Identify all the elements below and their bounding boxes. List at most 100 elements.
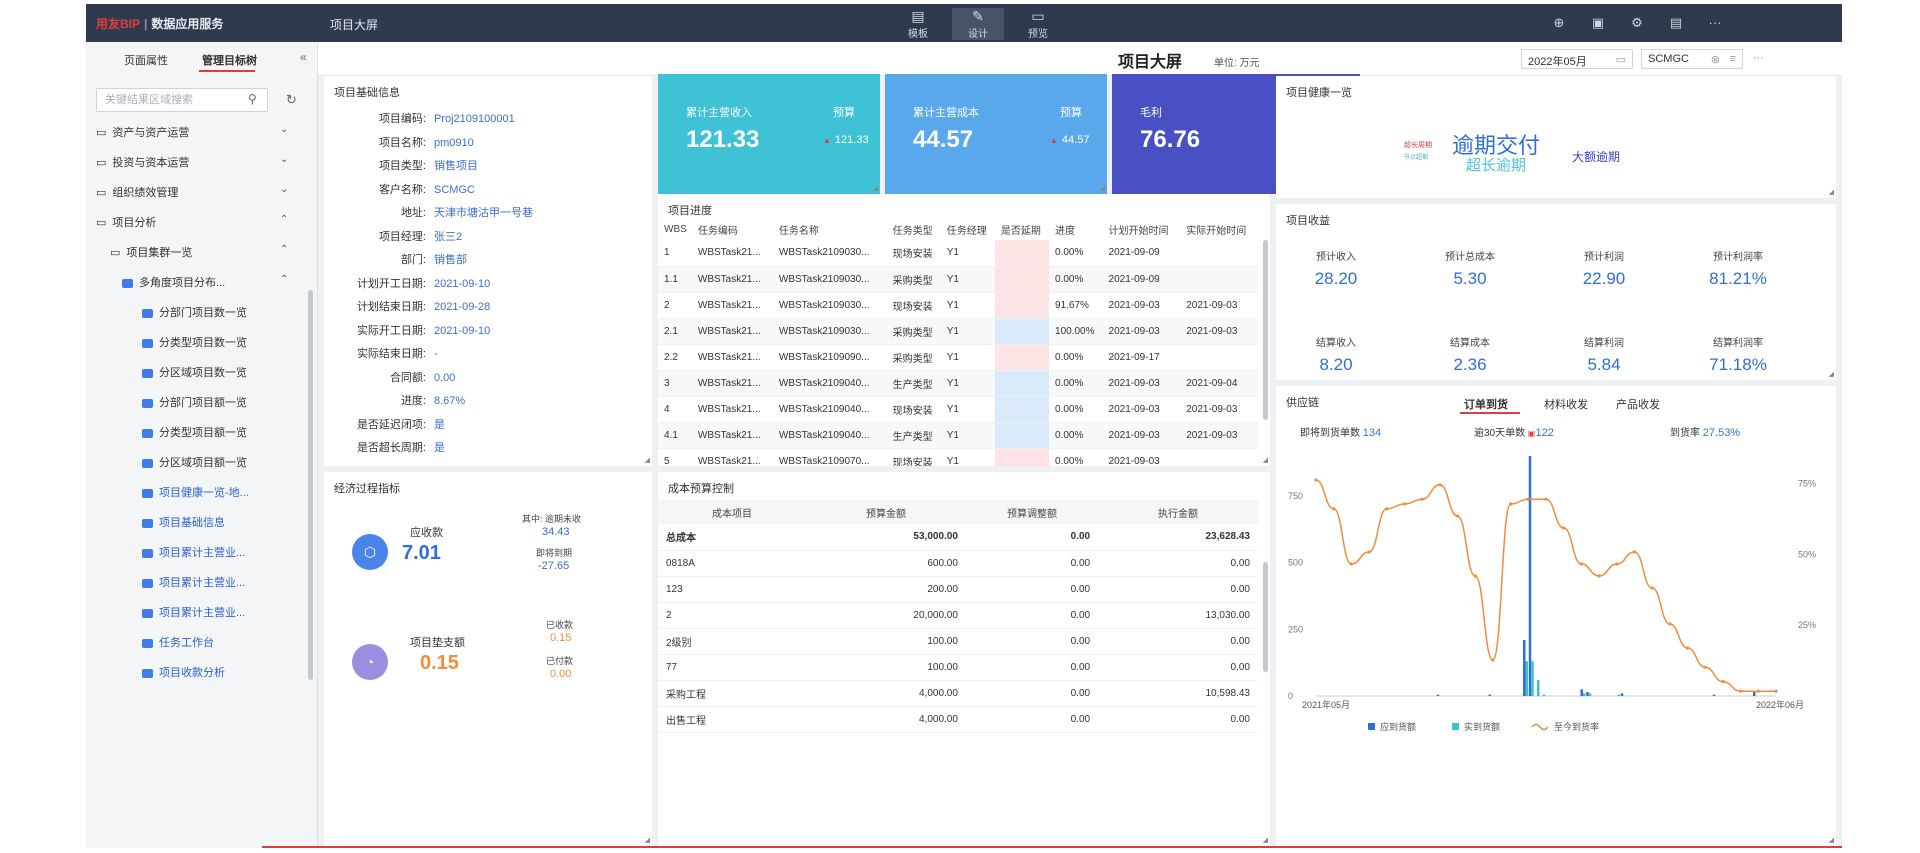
mode-preview-button[interactable]: ▭ 预览 bbox=[1012, 8, 1064, 40]
sidebar-scrollbar[interactable] bbox=[308, 290, 313, 680]
mode-template-button[interactable]: ▤ 模板 bbox=[892, 8, 944, 40]
kpi-card[interactable]: 累计主营成本 44.57 预算 ▲ 44.57 ◢ bbox=[885, 74, 1107, 194]
column-header[interactable]: 成本项目 bbox=[658, 500, 807, 524]
more-icon[interactable]: ··· bbox=[1708, 15, 1722, 30]
tree-item[interactable]: 分部门项目数一览 bbox=[142, 304, 247, 320]
tree-item[interactable]: 项目收款分析 bbox=[142, 664, 225, 680]
clear-icon[interactable]: ⊗ bbox=[1710, 54, 1720, 66]
table-row[interactable]: 123 200.00 0.00 0.00 bbox=[658, 576, 1258, 603]
tab-order-arrival[interactable]: 订单到货 bbox=[1464, 399, 1508, 411]
tree-item[interactable]: 任务工作台 bbox=[142, 634, 214, 650]
kpi-card[interactable]: 累计主营收入 121.33 预算 ▲ 121.33 ◢ bbox=[658, 74, 880, 194]
column-header[interactable]: 执行金额 bbox=[1098, 500, 1258, 524]
tree-item[interactable]: 项目累计主营业... bbox=[142, 574, 245, 590]
table-row[interactable]: 2.1 WBSTask21... WBSTask2109030... 采购类型 Y1 10… bbox=[658, 318, 1258, 345]
column-header[interactable]: 任务类型 bbox=[892, 225, 933, 237]
chevron-icon[interactable]: ⌃ bbox=[280, 214, 289, 225]
table-cell: Y1 bbox=[940, 318, 995, 345]
table-row[interactable]: 1.1 WBSTask21... WBSTask2109030... 采购类型 Y1 0.… bbox=[658, 266, 1258, 293]
tree-item[interactable]: 项目健康一览-地... bbox=[142, 484, 249, 500]
health-word[interactable]: 大额逾期 bbox=[1572, 150, 1621, 164]
income-metric: 结算成本 2.36 bbox=[1420, 334, 1520, 375]
table-row[interactable]: 5 WBSTask21... WBSTask2109070... 现场安装 Y1 0.00… bbox=[658, 448, 1258, 466]
table-row[interactable]: 1 WBSTask21... WBSTask2109030... 现场安装 Y1 0.00… bbox=[658, 240, 1258, 267]
tab-product[interactable]: 产品收发 bbox=[1616, 399, 1660, 411]
chevron-icon[interactable]: ⌄ bbox=[280, 124, 289, 135]
tree-item[interactable]: ▭ 资产与资产运营 bbox=[96, 124, 189, 140]
save-icon[interactable]: ▣ bbox=[1591, 15, 1605, 30]
table-scrollbar[interactable] bbox=[1263, 240, 1268, 420]
export-icon[interactable]: ▤ bbox=[1669, 15, 1683, 30]
column-header[interactable]: 实际开始时间 bbox=[1186, 225, 1247, 237]
health-word[interactable]: 节点超期 bbox=[1404, 155, 1429, 161]
table-row[interactable]: 2.2 WBSTask21... WBSTask2109090... 采购类型 Y1 0.… bbox=[658, 344, 1258, 371]
column-header[interactable]: 进度 bbox=[1055, 225, 1076, 237]
table-row[interactable]: 采购工程 4,000.00 0.00 10,598.43 bbox=[658, 680, 1258, 707]
chevron-icon[interactable]: ⌃ bbox=[280, 244, 289, 255]
tree-item[interactable]: ▭ 投资与资本运营 bbox=[96, 154, 189, 170]
org-select[interactable]: SCMGC ⊗ ≡ bbox=[1641, 49, 1743, 69]
column-header[interactable]: 预算金额 bbox=[806, 500, 966, 524]
column-header[interactable]: 预算调整额 bbox=[965, 500, 1099, 524]
table-row[interactable]: 4.1 WBSTask21... WBSTask2109040... 生产类型 Y1 0.… bbox=[658, 422, 1258, 449]
health-word[interactable]: 逾期交付 bbox=[1452, 133, 1541, 158]
kpi-value: 121.33 bbox=[686, 126, 760, 153]
tree-item[interactable]: ▭ 项目分析 bbox=[96, 214, 156, 230]
tree-item[interactable]: 项目累计主营业... bbox=[142, 604, 245, 620]
column-header[interactable]: 是否延期 bbox=[1000, 225, 1041, 237]
table-row[interactable]: 4 WBSTask21... WBSTask2109040... 现场安装 Y1 0.00… bbox=[658, 396, 1258, 423]
column-header[interactable]: 计划开始时间 bbox=[1108, 225, 1169, 237]
tree-item[interactable]: ▭ 组织绩效管理 bbox=[96, 184, 178, 200]
table-cell: WBSTask21... bbox=[691, 396, 773, 423]
chevron-icon[interactable]: ⌄ bbox=[280, 184, 289, 195]
mode-design-button[interactable]: ✎ 设计 bbox=[952, 8, 1004, 40]
collapse-icon[interactable]: « bbox=[300, 50, 307, 64]
tab-material[interactable]: 材料收发 bbox=[1544, 399, 1588, 411]
tab-page-properties[interactable]: 页面属性 bbox=[124, 55, 168, 67]
tab-target-tree[interactable]: 管理目标树 bbox=[202, 55, 257, 67]
info-value: 销售部 bbox=[434, 254, 467, 266]
table-row[interactable]: 2级别 100.00 0.00 0.00 bbox=[658, 628, 1258, 655]
chevron-icon[interactable]: ⌃ bbox=[280, 274, 289, 285]
table-row[interactable]: 2 WBSTask21... WBSTask2109030... 现场安装 Y1 91.6… bbox=[658, 292, 1258, 319]
chevron-icon[interactable]: ⌄ bbox=[280, 154, 289, 165]
tree-item[interactable]: 分部门项目额一览 bbox=[142, 394, 247, 410]
tree-item[interactable]: 项目基础信息 bbox=[142, 514, 225, 530]
tree-item[interactable]: 分类型项目数一览 bbox=[142, 334, 247, 350]
tree-item[interactable]: 分类型项目额一览 bbox=[142, 424, 247, 440]
column-header[interactable]: 任务名称 bbox=[778, 225, 819, 237]
table-row[interactable]: 总成本 53,000.00 0.00 23,628.43 bbox=[658, 524, 1258, 551]
table-row[interactable]: 0818A 600.00 0.00 0.00 bbox=[658, 550, 1258, 577]
metric-label: 结算利润 bbox=[1584, 338, 1624, 349]
table-row[interactable]: 2 20,000.00 0.00 13,030.00 bbox=[658, 602, 1258, 629]
tree-item[interactable]: 多角度项目分布... bbox=[122, 274, 225, 290]
search-icon[interactable]: ⚲ bbox=[248, 92, 257, 106]
add-icon[interactable]: ⊕ bbox=[1553, 15, 1565, 30]
column-header[interactable]: WBS bbox=[664, 223, 687, 235]
table-scrollbar[interactable] bbox=[1263, 562, 1268, 672]
gear-icon[interactable]: ⚙ bbox=[1631, 15, 1643, 30]
tree-search-input[interactable] bbox=[96, 88, 268, 112]
refresh-icon[interactable]: ↻ bbox=[286, 92, 297, 107]
line-point bbox=[1473, 574, 1477, 578]
column-header[interactable]: 任务编码 bbox=[697, 225, 738, 237]
table-row[interactable]: 出售工程 4,000.00 0.00 0.00 bbox=[658, 706, 1258, 733]
tree-item[interactable]: ▭ 项目集群一览 bbox=[110, 244, 192, 260]
info-row: 项目编码: Proj2109100001 bbox=[330, 110, 515, 126]
tree-item[interactable]: 项目累计主营业... bbox=[142, 544, 245, 560]
kpi-budget-label: 预算 bbox=[833, 107, 855, 119]
tree-item[interactable]: 分区域项目额一览 bbox=[142, 454, 247, 470]
report-icon bbox=[142, 308, 153, 318]
date-picker[interactable]: 2022年05月 ▭ bbox=[1521, 49, 1633, 69]
tree-item[interactable]: 分区域项目数一览 bbox=[142, 364, 247, 380]
more-options-icon[interactable]: ··· bbox=[1753, 52, 1764, 64]
table-row[interactable]: 3 WBSTask21... WBSTask2109040... 生产类型 Y1 0.00… bbox=[658, 370, 1258, 397]
table-cell: 123 bbox=[658, 576, 807, 603]
column-header[interactable]: 任务经理 bbox=[946, 225, 987, 237]
metric-label: 预计收入 bbox=[1316, 252, 1356, 263]
table-row[interactable]: 77 100.00 0.00 0.00 bbox=[658, 654, 1258, 681]
health-word[interactable]: 超长逾期 bbox=[1466, 157, 1527, 174]
bar-due bbox=[1436, 694, 1440, 696]
health-word[interactable]: 超长周期 bbox=[1404, 142, 1432, 149]
